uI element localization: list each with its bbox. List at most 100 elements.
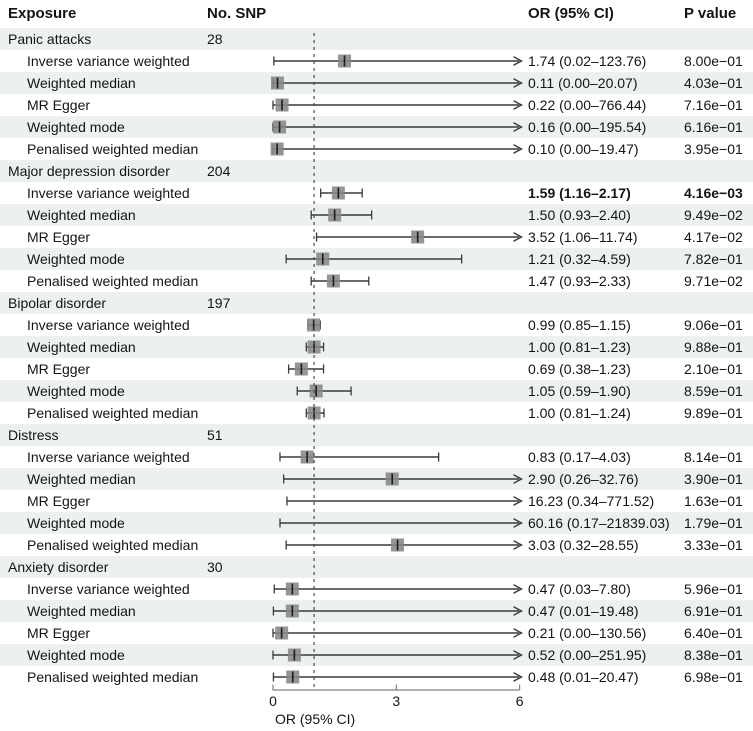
method-label: Weighted median — [27, 603, 136, 619]
column-header-pvalue: P value — [684, 5, 737, 22]
method-row: Weighted median 2.90 (0.26–32.76) 3.90e−01 — [0, 468, 753, 490]
exposure-label: Panic attacks — [8, 31, 92, 47]
method-row: Inverse variance weighted 0.47 (0.03–7.80… — [0, 578, 753, 600]
or-ci-value: 60.16 (0.17–21839.03) — [528, 515, 670, 531]
or-ci-value: 1.74 (0.02–123.76) — [528, 53, 647, 69]
p-value: 1.79e−01 — [684, 515, 743, 531]
or-ci-value: 0.99 (0.85–1.15) — [528, 317, 631, 333]
p-value: 3.90e−01 — [684, 471, 743, 487]
p-value: 8.59e−01 — [684, 383, 743, 399]
or-ci-value: 16.23 (0.34–771.52) — [528, 493, 655, 509]
method-row: Penalised weighted median 0.48 (0.01–20.4… — [0, 666, 753, 688]
or-ci-value: 1.47 (0.93–2.33) — [528, 273, 631, 289]
method-row: Inverse variance weighted 0.83 (0.17–4.03… — [0, 446, 753, 468]
snp-count: 28 — [207, 31, 223, 47]
method-label: Inverse variance weighted — [27, 53, 190, 69]
p-value: 4.16e−03 — [684, 185, 743, 201]
p-value: 4.17e−02 — [684, 229, 743, 245]
method-label: Weighted mode — [27, 515, 125, 531]
method-label: Weighted mode — [27, 251, 125, 267]
p-value: 9.06e−01 — [684, 317, 743, 333]
or-ci-value: 0.22 (0.00–766.44) — [528, 97, 647, 113]
p-value: 3.95e−01 — [684, 141, 743, 157]
or-ci-value: 0.11 (0.00–20.07) — [528, 75, 638, 91]
method-label: Weighted mode — [27, 647, 125, 663]
snp-count: 51 — [207, 427, 223, 443]
method-label: Inverse variance weighted — [27, 317, 190, 333]
p-value: 7.16e−01 — [684, 97, 743, 113]
method-row: MR Egger 16.23 (0.34–771.52) 1.63e−01 — [0, 490, 753, 512]
or-ci-value: 0.52 (0.00–251.95) — [528, 647, 647, 663]
method-row: MR Egger 0.21 (0.00–130.56) 6.40e−01 — [0, 622, 753, 644]
method-row: Inverse variance weighted 1.74 (0.02–123.… — [0, 50, 753, 72]
or-ci-value: 0.10 (0.00–19.47) — [528, 141, 639, 157]
p-value: 9.71e−02 — [684, 273, 743, 289]
method-label: MR Egger — [27, 361, 91, 377]
method-row: Weighted mode 60.16 (0.17–21839.03) 1.79e−… — [0, 512, 753, 534]
group-row: Panic attacks 28 — [0, 28, 753, 50]
p-value: 1.63e−01 — [684, 493, 743, 509]
method-label: Weighted median — [27, 471, 136, 487]
method-label: MR Egger — [27, 625, 91, 641]
column-header-row: Exposure No. SNP OR (95% CI) P value — [0, 0, 753, 28]
p-value: 6.98e−01 — [684, 669, 743, 685]
p-value: 5.96e−01 — [684, 581, 743, 597]
method-label: Penalised weighted median — [27, 273, 199, 289]
or-ci-value: 1.50 (0.93–2.40) — [528, 207, 631, 223]
method-label: MR Egger — [27, 97, 91, 113]
p-value: 6.91e−01 — [684, 603, 743, 619]
p-value: 3.33e−01 — [684, 537, 743, 553]
method-row: Weighted median 0.47 (0.01–19.48) 6.91e−01 — [0, 600, 753, 622]
method-row: Penalised weighted median 1.00 (0.81–1.24… — [0, 402, 753, 424]
or-ci-value: 1.00 (0.81–1.24) — [528, 405, 631, 421]
or-ci-value: 0.16 (0.00–195.54) — [528, 119, 647, 135]
snp-count: 30 — [207, 559, 223, 575]
method-label: Inverse variance weighted — [27, 581, 190, 597]
or-ci-value: 1.05 (0.59–1.90) — [528, 383, 631, 399]
p-value: 4.03e−01 — [684, 75, 743, 91]
or-ci-value: 0.48 (0.01–20.47) — [528, 669, 639, 685]
method-label: Weighted median — [27, 339, 136, 355]
method-row: MR Egger 3.52 (1.06–11.74) 4.17e−02 — [0, 226, 753, 248]
method-row: Penalised weighted median 1.47 (0.93–2.33… — [0, 270, 753, 292]
exposure-label: Anxiety disorder — [8, 559, 109, 575]
group-row: Anxiety disorder 30 — [0, 556, 753, 578]
p-value: 8.00e−01 — [684, 53, 743, 69]
group-row: Distress 51 — [0, 424, 753, 446]
snp-count: 197 — [207, 295, 231, 311]
method-label: Penalised weighted median — [27, 141, 199, 157]
method-row: MR Egger 0.69 (0.38–1.23) 2.10e−01 — [0, 358, 753, 380]
method-row: Inverse variance weighted 0.99 (0.85–1.15… — [0, 314, 753, 336]
x-axis-title: OR (95% CI) — [275, 711, 355, 727]
method-row: MR Egger 0.22 (0.00–766.44) 7.16e−01 — [0, 94, 753, 116]
p-value: 7.82e−01 — [684, 251, 743, 267]
p-value: 8.38e−01 — [684, 647, 743, 663]
method-row: Weighted median 0.11 (0.00–20.07) 4.03e−01 — [0, 72, 753, 94]
column-header-or: OR (95% CI) — [528, 5, 614, 22]
or-ci-value: 3.52 (1.06–11.74) — [528, 229, 638, 245]
p-value: 9.88e−01 — [684, 339, 743, 355]
or-ci-value: 2.90 (0.26–32.76) — [528, 471, 639, 487]
group-row: Major depression disorder 204 — [0, 160, 753, 182]
method-row: Weighted median 1.50 (0.93–2.40) 9.49e−02 — [0, 204, 753, 226]
x-axis-tick-label: 0 — [269, 693, 277, 709]
exposure-label: Major depression disorder — [8, 163, 170, 179]
method-row: Weighted median 1.00 (0.81–1.23) 9.88e−01 — [0, 336, 753, 358]
method-row: Weighted mode 0.52 (0.00–251.95) 8.38e−01 — [0, 644, 753, 666]
or-ci-value: 1.21 (0.32–4.59) — [528, 251, 631, 267]
method-row: Penalised weighted median 0.10 (0.00–19.4… — [0, 138, 753, 160]
or-ci-value: 3.03 (0.32–28.55) — [528, 537, 639, 553]
method-row: Penalised weighted median 3.03 (0.32–28.5… — [0, 534, 753, 556]
method-row: Weighted mode 1.21 (0.32–4.59) 7.82e−01 — [0, 248, 753, 270]
or-ci-value: 0.21 (0.00–130.56) — [528, 625, 647, 641]
method-label: Inverse variance weighted — [27, 449, 190, 465]
exposure-label: Bipolar disorder — [8, 295, 107, 311]
group-row: Bipolar disorder 197 — [0, 292, 753, 314]
column-header-exposure: Exposure — [8, 5, 77, 22]
exposure-label: Distress — [8, 427, 59, 443]
method-row: Weighted mode 0.16 (0.00–195.54) 6.16e−01 — [0, 116, 753, 138]
x-axis-tick-label: 3 — [392, 693, 400, 709]
method-label: Weighted median — [27, 207, 136, 223]
method-row: Inverse variance weighted 1.59 (1.16–2.17… — [0, 182, 753, 204]
method-label: MR Egger — [27, 229, 91, 245]
